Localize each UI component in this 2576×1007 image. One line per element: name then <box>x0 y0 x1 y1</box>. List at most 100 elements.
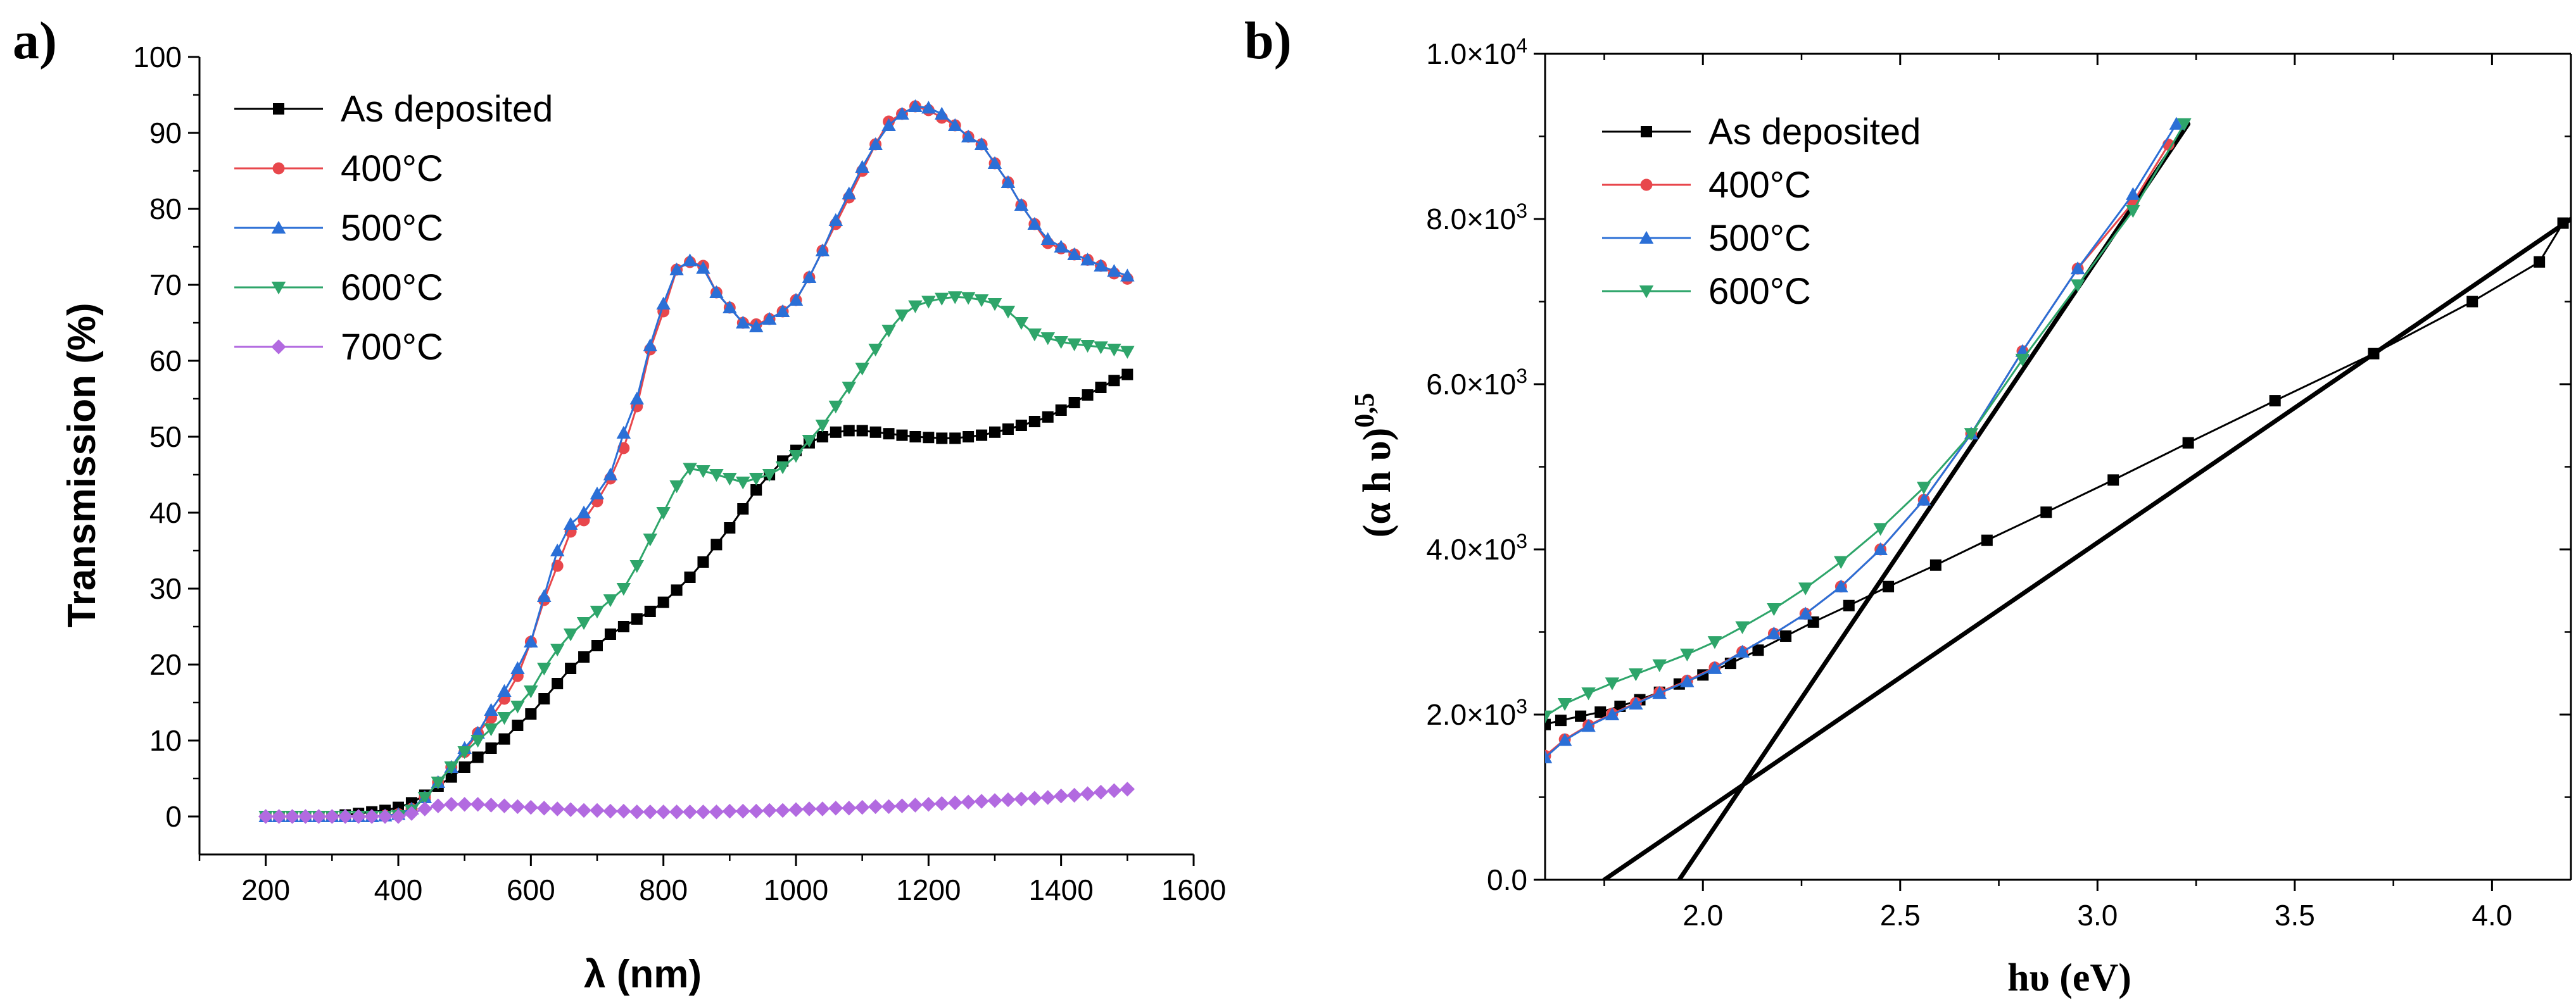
panel-a-point-700-c <box>709 804 724 820</box>
panel-b-label: b) <box>1244 11 1292 70</box>
panel-a-point-500-c <box>1040 232 1055 245</box>
panel-a-ytick-label: 50 <box>149 420 182 453</box>
panel-a-point-700-c <box>722 803 738 819</box>
panel-a-point-700-c <box>629 804 645 820</box>
panel-b-legend-label-600-c: 600°C <box>1708 271 1811 312</box>
panel-a-point-600-c <box>788 450 804 463</box>
panel-a-point-as-deposited <box>923 432 935 444</box>
panel-a-point-700-c <box>470 797 486 812</box>
panel-b-point-as-deposited <box>2182 437 2194 449</box>
panel-a-point-500-c <box>524 634 538 647</box>
panel-a-point-700-c <box>934 796 949 811</box>
panel-a-point-as-deposited <box>512 720 524 731</box>
panel-b-point-500-c <box>1873 542 1888 555</box>
panel-a-point-600-c <box>762 469 777 482</box>
panel-a-point-as-deposited <box>936 432 948 444</box>
panel-a-point-as-deposited <box>989 426 1001 438</box>
panel-a-point-600-c <box>616 583 631 596</box>
panel-a-point-700-c <box>444 797 459 812</box>
panel-b-point-500-c <box>1652 685 1667 699</box>
panel-a-point-600-c <box>895 310 909 323</box>
panel-a-point-500-c <box>921 101 936 114</box>
panel-a-point-600-c <box>947 291 963 304</box>
panel-b-legend-marker-500-c <box>1639 230 1654 244</box>
panel-a-legend-marker-600-c <box>271 282 286 295</box>
panel-a-point-700-c <box>655 804 671 820</box>
panel-a-point-700-c <box>1066 787 1082 803</box>
panel-a-point-500-c <box>1120 268 1135 282</box>
panel-a-point-as-deposited <box>552 678 564 689</box>
panel-a-point-as-deposited <box>472 751 484 763</box>
panel-a-point-600-c <box>497 712 512 725</box>
panel-b-point-600-c <box>1545 710 1553 723</box>
panel-b-legend-marker-400-c <box>1640 178 1653 191</box>
panel-a-point-600-c <box>1054 336 1068 349</box>
panel-a-point-as-deposited <box>1055 404 1067 416</box>
panel-b-point-as-deposited <box>2040 506 2052 518</box>
panel-a-point-as-deposited <box>684 572 696 583</box>
panel-b-point-500-c <box>1767 626 1781 640</box>
panel-a-point-700-c <box>1027 791 1042 806</box>
panel-b-ytick-exp: 3 <box>1516 199 1527 222</box>
panel-a-ytick-label: 70 <box>149 268 182 301</box>
panel-a-point-as-deposited <box>883 428 895 440</box>
panel-a-point-500-c <box>603 467 618 480</box>
panel-a-point-as-deposited <box>631 613 643 625</box>
panel-a-point-700-c <box>457 797 472 812</box>
panel-a-point-700-c <box>1040 790 1056 805</box>
panel-a-point-600-c <box>908 300 923 313</box>
panel-a-point-700-c <box>1053 788 1069 804</box>
panel-a-point-500-c <box>1001 175 1016 188</box>
panel-a-point-700-c <box>894 798 910 813</box>
panel-a-point-700-c <box>603 803 618 819</box>
panel-b-ytick-exp: 4 <box>1516 34 1527 57</box>
panel-a-xtick-label: 200 <box>241 873 290 906</box>
panel-a-point-600-c <box>484 723 498 737</box>
panel-b-ytick-label: 4.0×103 <box>1426 530 1527 566</box>
panel-a-point-600-c <box>457 746 472 760</box>
panel-a-point-500-c <box>1094 258 1108 272</box>
panel-a-legend-marker-400-c <box>272 162 285 175</box>
panel-b-ytick-label: 2.0×103 <box>1426 695 1527 731</box>
panel-a-point-700-c <box>536 801 552 816</box>
panel-a-point-500-c <box>1014 197 1029 211</box>
panel-a-legend-label-700-c: 700°C <box>341 327 443 368</box>
panel-a-ytick-label: 30 <box>149 572 182 605</box>
panel-a-point-600-c <box>1120 346 1135 359</box>
panel-a-point-700-c <box>987 793 1002 808</box>
panel-a-point-as-deposited <box>604 629 616 640</box>
panel-a-point-600-c <box>1067 338 1082 351</box>
panel-a-point-700-c <box>961 794 976 810</box>
panel-a-point-500-c <box>563 516 578 530</box>
panel-a-point-600-c <box>842 382 856 395</box>
panel-a-point-600-c <box>1094 341 1108 354</box>
panel-a-point-700-c <box>284 809 300 824</box>
panel-a-point-600-c <box>881 325 896 338</box>
panel-a-xtick-label: 1600 <box>1161 873 1226 906</box>
panel-a-point-as-deposited <box>697 556 709 568</box>
panel-a-point-600-c <box>935 292 949 306</box>
panel-a-point-600-c <box>1080 340 1095 353</box>
panel-b-point-as-deposited <box>2107 474 2119 486</box>
panel-a-point-500-c <box>828 213 843 226</box>
panel-a-point-600-c <box>974 294 989 308</box>
panel-a-ylabel: Transmission (%) <box>60 303 104 627</box>
panel-a-point-600-c <box>775 461 790 475</box>
panel-a-point-as-deposited <box>538 693 550 704</box>
panel-a-point-500-c <box>855 159 869 173</box>
panel-b-xtick-label: 2.5 <box>1880 899 1921 932</box>
panel-a-point-700-c <box>775 803 790 818</box>
panel-b-legend-label-as-deposited: As deposited <box>1708 111 1921 153</box>
panel-b-ytick-base: 6.0×10 <box>1426 368 1516 401</box>
panel-b-point-as-deposited <box>1545 718 1551 730</box>
panel-b-legend: As deposited 400°C 500°C 600°C <box>1602 111 1921 312</box>
panel-b-point-500-c <box>1707 661 1722 674</box>
panel-b-ytick-base: 8.0×10 <box>1426 203 1516 235</box>
panel-a-point-600-c <box>855 363 869 376</box>
panel-a-point-as-deposited <box>976 429 988 441</box>
panel-a-point-700-c <box>974 794 989 809</box>
panel-a-point-as-deposited <box>710 539 723 551</box>
panel-a-point-700-c <box>788 802 804 817</box>
panel-a-point-700-c <box>431 798 446 813</box>
